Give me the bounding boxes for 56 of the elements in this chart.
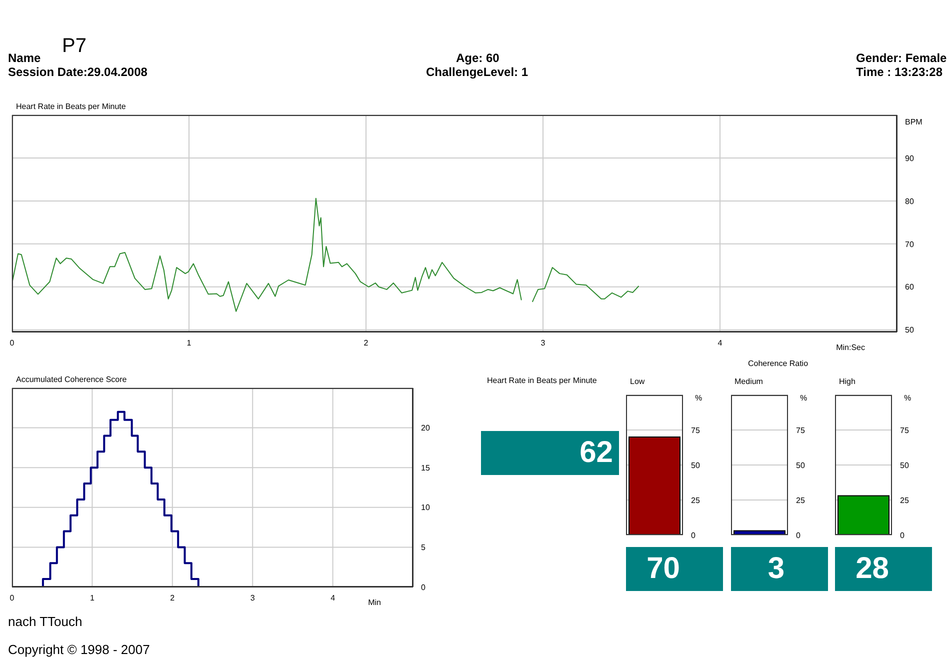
- data-label: 28: [835, 547, 932, 591]
- y-tick-label: 0: [900, 530, 905, 540]
- y-tick-label: 50: [691, 460, 700, 470]
- y-tick-label: 5: [421, 543, 426, 552]
- x-tick-label: 1: [186, 338, 192, 348]
- text: Gender: Female: [856, 51, 947, 65]
- x-tick-label: 2: [170, 594, 176, 603]
- y-tick-label: 0: [691, 530, 696, 540]
- y-tick-label: 25: [900, 496, 910, 505]
- text: Heart Rate in Beats per Minute: [487, 376, 597, 385]
- y-tick-label: 75: [900, 426, 910, 435]
- y-axis-title: %: [904, 394, 912, 403]
- text: Time : 13:23:28: [856, 65, 942, 79]
- y-tick-label: 0: [796, 530, 800, 540]
- text: Name: [8, 51, 41, 65]
- text: Copyright © 1998 - 2007: [8, 642, 150, 657]
- y-tick-label: 50: [905, 326, 914, 335]
- x-tick-label: 0: [10, 338, 15, 348]
- y-tick-label: 75: [691, 426, 700, 435]
- y-tick-label: 50: [900, 460, 910, 470]
- y-tick-label: 20: [421, 424, 430, 433]
- y-tick-label: 50: [796, 460, 805, 470]
- x-tick-label: 4: [330, 594, 336, 603]
- y-tick-label: 60: [905, 282, 914, 292]
- text: P7: [62, 35, 86, 57]
- y-tick-label: 25: [691, 496, 700, 505]
- y-tick-label: 10: [421, 503, 430, 512]
- text: Session Date:29.04.2008: [8, 65, 148, 79]
- chart-title: Heart Rate in Beats per Minute: [16, 102, 126, 111]
- y-tick-label: 90: [905, 154, 914, 163]
- y-tick-label: 25: [796, 496, 805, 505]
- y-axis-title: %: [695, 394, 702, 403]
- x-axis-title: Min: [368, 598, 381, 607]
- data-label: 62: [481, 431, 619, 475]
- y-tick-label: 80: [905, 196, 914, 206]
- x-tick-label: 4: [718, 338, 723, 348]
- x-tick-label: Medium: [734, 377, 763, 386]
- y-tick-label: 15: [421, 463, 430, 472]
- x-tick-label: Low: [630, 377, 645, 386]
- x-tick-label: 3: [250, 594, 256, 603]
- y-tick-label: 70: [905, 240, 914, 249]
- x-tick-label: 1: [90, 594, 95, 603]
- x-tick-label: High: [839, 377, 856, 386]
- chart-title: Accumulated Coherence Score: [16, 375, 127, 384]
- text: Age: 60: [456, 51, 500, 65]
- y-axis-title: BPM: [905, 118, 923, 127]
- x-tick-label: 2: [364, 338, 369, 348]
- x-tick-label: 0: [10, 594, 15, 603]
- text: nach TTouch: [8, 614, 82, 629]
- y-tick-label: 0: [421, 582, 426, 592]
- y-tick-label: 75: [796, 426, 805, 435]
- y-axis-title: %: [800, 394, 807, 403]
- x-axis-title: Min:Sec: [836, 343, 865, 352]
- text: Coherence Ratio: [748, 359, 808, 368]
- text: ChallengeLevel: 1: [426, 65, 528, 79]
- x-tick-label: 3: [540, 338, 546, 348]
